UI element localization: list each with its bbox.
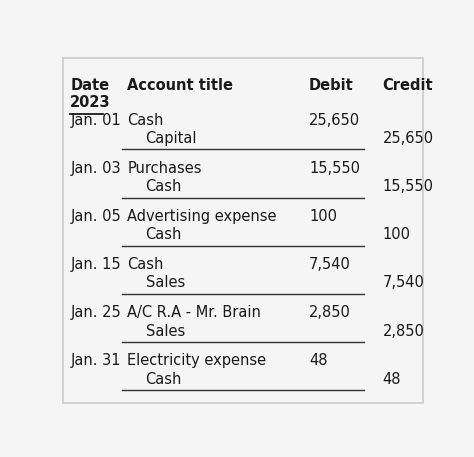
Text: 100: 100: [383, 228, 410, 242]
Text: 48: 48: [383, 372, 401, 387]
Text: Sales: Sales: [146, 324, 185, 339]
Text: A/C R.A - Mr. Brain: A/C R.A - Mr. Brain: [127, 305, 261, 320]
Text: Cash: Cash: [146, 228, 182, 242]
Text: Credit: Credit: [383, 78, 433, 93]
Text: 25,650: 25,650: [309, 113, 360, 128]
Text: 48: 48: [309, 353, 328, 368]
Text: 7,540: 7,540: [309, 257, 351, 272]
Text: Jan. 03: Jan. 03: [70, 161, 121, 176]
Text: Account title: Account title: [127, 78, 233, 93]
Text: 2,850: 2,850: [383, 324, 424, 339]
Text: Jan. 05: Jan. 05: [70, 209, 121, 224]
Text: Capital: Capital: [146, 131, 197, 146]
Text: Date: Date: [70, 78, 109, 93]
Text: 7,540: 7,540: [383, 276, 424, 291]
Text: Sales: Sales: [146, 276, 185, 291]
Text: 25,650: 25,650: [383, 131, 434, 146]
Text: Jan. 01: Jan. 01: [70, 113, 121, 128]
Text: Purchases: Purchases: [127, 161, 202, 176]
Text: Electricity expense: Electricity expense: [127, 353, 266, 368]
Text: 2,850: 2,850: [309, 305, 351, 320]
Text: 15,550: 15,550: [309, 161, 360, 176]
Text: Jan. 25: Jan. 25: [70, 305, 121, 320]
Text: Debit: Debit: [309, 78, 354, 93]
Text: Jan. 15: Jan. 15: [70, 257, 121, 272]
Text: 15,550: 15,550: [383, 179, 434, 194]
Text: 2023: 2023: [70, 96, 111, 110]
Text: Cash: Cash: [146, 179, 182, 194]
Text: 100: 100: [309, 209, 337, 224]
FancyBboxPatch shape: [63, 58, 423, 403]
Text: Cash: Cash: [127, 113, 164, 128]
Text: Jan. 31: Jan. 31: [70, 353, 121, 368]
Text: Cash: Cash: [146, 372, 182, 387]
Text: Cash: Cash: [127, 257, 164, 272]
Text: Advertising expense: Advertising expense: [127, 209, 277, 224]
